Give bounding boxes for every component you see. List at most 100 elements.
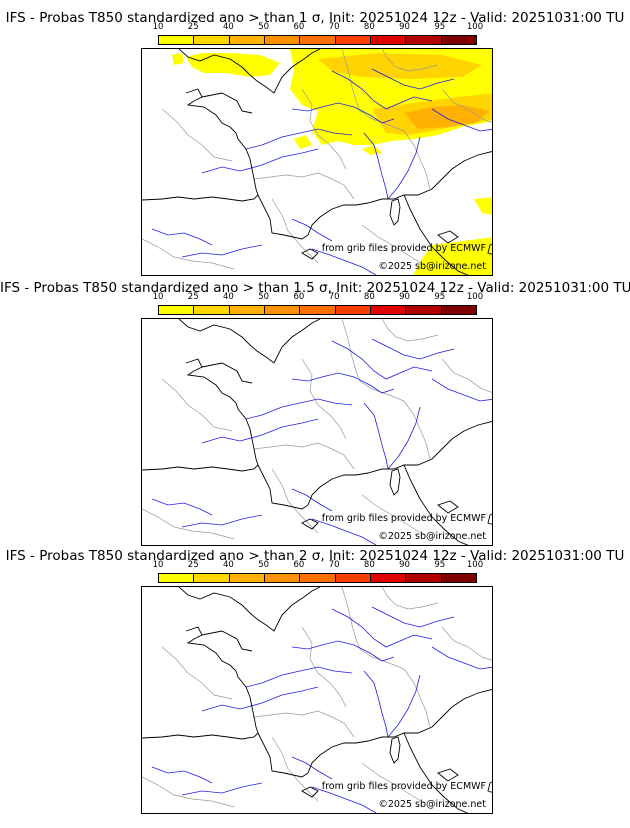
rivers <box>151 338 492 545</box>
map-svg <box>142 319 492 545</box>
colorbar-tick-label: 80 <box>363 560 375 570</box>
panel-title: IFS - Probas T850 standardized ano > tha… <box>5 548 625 564</box>
river-line <box>363 670 389 738</box>
admin-border-line <box>361 762 425 804</box>
colorbar-swatch <box>300 36 336 44</box>
colorbar-tick-label: 95 <box>434 292 446 302</box>
probability-area-mid <box>318 53 482 79</box>
colorbar-swatch <box>194 306 230 314</box>
colorbar-swatch <box>335 574 371 582</box>
river-line <box>311 786 377 813</box>
colorbar-swatch <box>264 36 301 44</box>
forecast-panel-1: IFS - Probas T850 standardized ano > tha… <box>0 0 630 276</box>
admin-border-line <box>381 319 439 342</box>
rivers <box>151 68 492 275</box>
coastline <box>257 421 492 510</box>
colorbar-swatch <box>335 36 371 44</box>
colorbar <box>158 35 477 45</box>
colorbar-swatch <box>159 574 195 582</box>
river-line <box>363 402 389 470</box>
probability-field <box>172 49 492 275</box>
river-line <box>291 102 395 124</box>
colorbar-tick-label: 100 <box>466 22 484 32</box>
river-line <box>431 378 492 402</box>
probability-area-low <box>294 135 312 149</box>
river-line <box>387 674 421 738</box>
island <box>389 736 401 764</box>
credit-source: from grib files provided by ECMWF <box>321 781 486 792</box>
colorbar-swatch <box>370 306 407 314</box>
admin-border-line <box>271 198 319 264</box>
colorbar-tick-label: 25 <box>187 292 199 302</box>
island <box>437 768 459 782</box>
admin-border-line <box>403 130 431 190</box>
admin-border-line <box>301 88 347 170</box>
coastline <box>201 362 253 384</box>
coastline <box>403 464 469 545</box>
coastline <box>178 587 321 632</box>
credit-copyright: ©2025 sb@irizone.net <box>378 261 486 272</box>
admin-borders <box>142 49 492 270</box>
river-line <box>331 340 433 380</box>
colorbar-ticks: 10 25 40 50 60 70 80 90 95 100 <box>140 560 520 570</box>
colorbar <box>158 573 477 583</box>
river-line <box>181 782 263 796</box>
river-line <box>431 646 492 670</box>
colorbar-swatch <box>229 306 265 314</box>
colorbar-swatch <box>441 36 476 44</box>
colorbar-tick-label: 50 <box>258 560 270 570</box>
colorbar-swatch <box>370 574 407 582</box>
island <box>487 781 492 793</box>
admin-border-line <box>361 494 425 536</box>
colorbar-swatch <box>159 306 195 314</box>
probability-area-low <box>172 53 184 65</box>
colorbar-tick-label: 80 <box>363 292 375 302</box>
colorbar-ticks: 10 25 40 50 60 70 80 90 95 100 <box>140 292 520 302</box>
river-line <box>245 128 353 150</box>
river-line <box>151 766 213 784</box>
map-area: from grib files provided by ECMWF ©2025 … <box>141 48 493 276</box>
admin-border-line <box>253 442 355 470</box>
island <box>487 513 492 525</box>
colorbar-tick-label: 70 <box>328 560 340 570</box>
admin-border-line <box>142 238 235 270</box>
river-line <box>291 218 333 242</box>
admin-border-line <box>161 378 233 432</box>
admin-border-line <box>441 88 492 123</box>
colorbar-tick-label: 100 <box>466 560 484 570</box>
river-line <box>291 756 333 780</box>
panel-title: IFS - Probas T850 standardized ano > tha… <box>5 10 625 26</box>
colorbar-swatch <box>194 574 230 582</box>
panel-title: IFS - Probas T850 standardized ano > tha… <box>0 280 630 296</box>
coastline <box>142 626 259 740</box>
admin-border-line <box>441 626 492 661</box>
credit-copyright: ©2025 sb@irizone.net <box>378 799 486 810</box>
river-line <box>331 70 433 110</box>
colorbar-ticks: 10 25 40 50 60 70 80 90 95 100 <box>140 22 520 32</box>
river-line <box>371 606 455 628</box>
probability-area-low <box>186 53 280 77</box>
island <box>437 500 459 514</box>
island <box>437 230 459 244</box>
river-line <box>151 498 213 516</box>
admin-border-line <box>361 224 425 266</box>
colorbar-swatch <box>229 36 265 44</box>
colorbar-tick-label: 40 <box>223 22 234 32</box>
map-area: from grib files provided by ECMWF ©2025 … <box>141 586 493 814</box>
admin-border-line <box>142 776 235 808</box>
admin-border-line <box>142 508 235 540</box>
coastline <box>257 151 492 240</box>
river-line <box>201 148 319 174</box>
probability-area-low <box>474 197 492 215</box>
admin-border-line <box>161 646 233 700</box>
colorbar-swatch <box>370 36 407 44</box>
river-line <box>201 418 319 444</box>
credit-copyright: ©2025 sb@irizone.net <box>378 531 486 542</box>
admin-border-line <box>253 710 355 738</box>
admin-border-line <box>271 736 319 802</box>
colorbar-tick-label: 60 <box>293 292 305 302</box>
colorbar-swatch <box>441 574 476 582</box>
forecast-panel-2: IFS - Probas T850 standardized ano > tha… <box>0 270 630 546</box>
admin-border-line <box>161 108 233 162</box>
island <box>301 518 319 530</box>
